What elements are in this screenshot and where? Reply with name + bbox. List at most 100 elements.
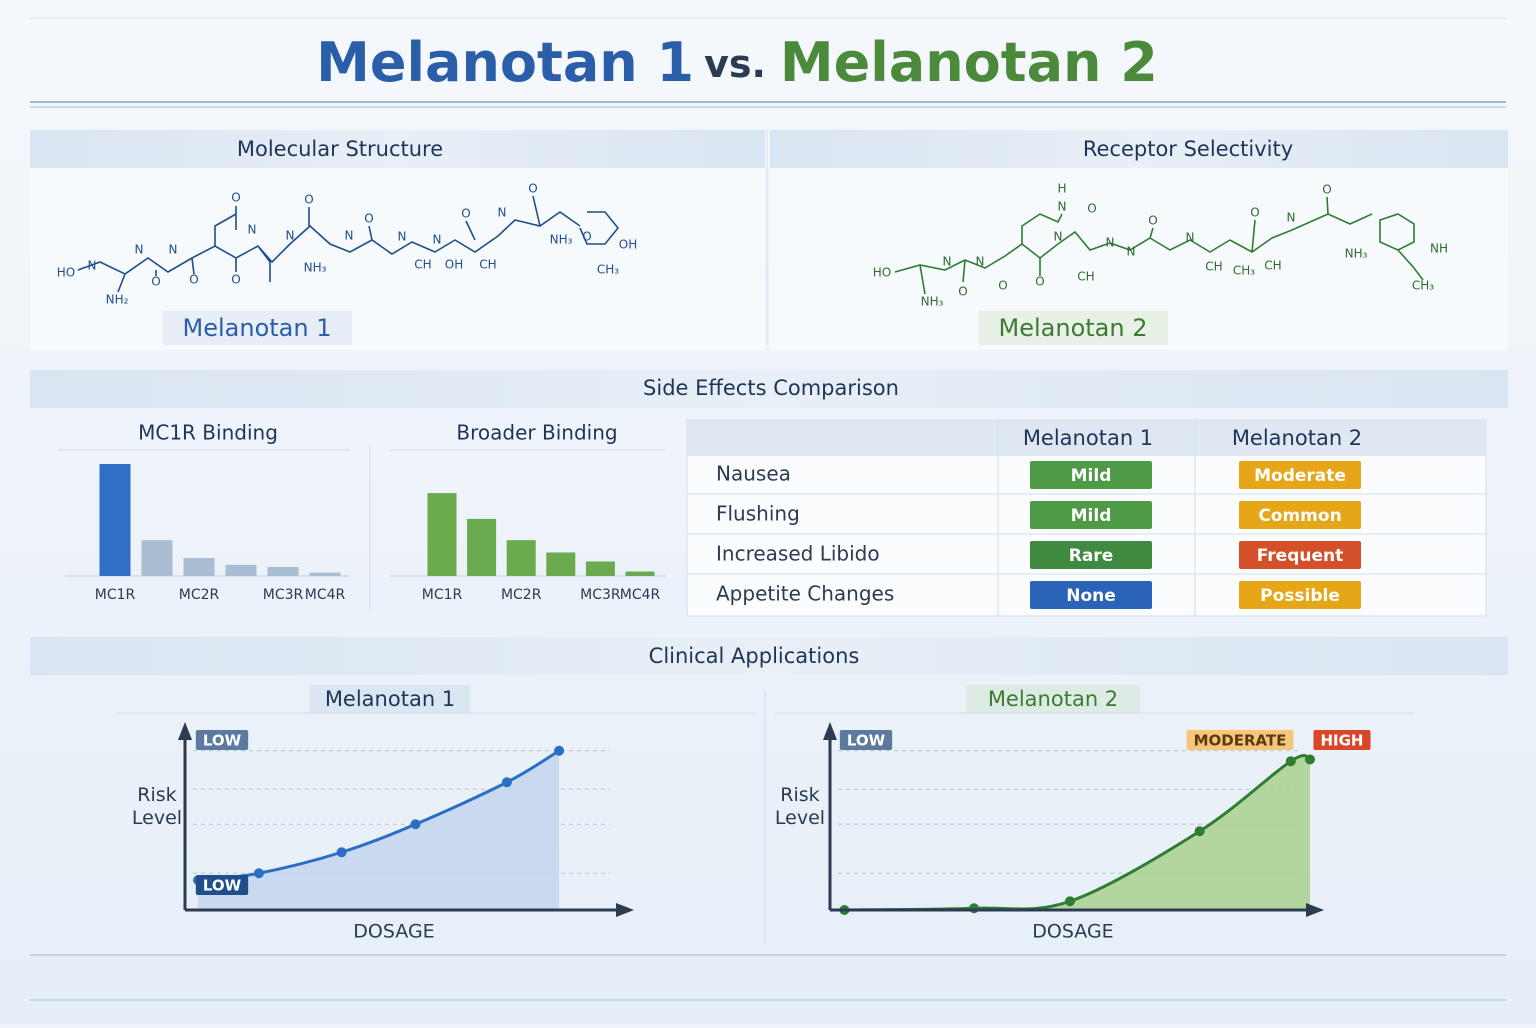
bar — [467, 518, 497, 576]
atom-label: N — [1058, 200, 1067, 214]
bar — [625, 571, 655, 576]
atom-label: NH₃ — [921, 295, 944, 309]
point — [1305, 754, 1315, 765]
panel — [30, 168, 765, 350]
point — [253, 868, 264, 879]
section-header — [30, 130, 765, 168]
chart-title: Broader Binding — [456, 421, 617, 445]
section-header — [30, 370, 1508, 408]
atom-label: O — [1250, 206, 1259, 220]
bar — [427, 493, 457, 576]
atom-label: N — [433, 233, 442, 247]
badge: MODERATE — [1186, 730, 1294, 750]
atom-label: O — [231, 191, 240, 205]
atom-label: N — [135, 243, 144, 257]
molecule-name-background — [978, 311, 1168, 345]
row-label: Appetite Changes — [716, 582, 894, 606]
atom-label: HO — [873, 266, 891, 280]
atom-label: NH — [1430, 242, 1448, 256]
x-tick-label: MC4R — [305, 587, 346, 603]
point — [336, 847, 347, 858]
atom-label: N — [88, 259, 97, 273]
atom-label: O — [582, 230, 591, 244]
badge-label: Mild — [1071, 466, 1112, 486]
x-tick-label: MC4R — [620, 587, 661, 603]
atom-label: O — [304, 193, 313, 207]
atom-label: N — [498, 206, 507, 220]
badge: LOW — [195, 875, 249, 895]
atom-label: O — [231, 273, 240, 287]
badge: Moderate — [1239, 461, 1361, 489]
bar — [225, 564, 257, 576]
molecule-skeleton — [894, 196, 1424, 295]
bar — [506, 540, 536, 576]
bar — [141, 540, 173, 576]
badge-label: Frequent — [1257, 546, 1343, 566]
x-axis-label: DOSAGE — [353, 921, 434, 943]
badge-label: None — [1066, 586, 1116, 606]
badge-background — [839, 730, 893, 750]
molecule-name-background — [162, 311, 352, 345]
x-tick-label: MC2R — [179, 587, 220, 603]
atom-label: N — [1186, 231, 1195, 245]
title-part: Melanotan 2 — [780, 31, 1158, 94]
point — [1194, 826, 1205, 837]
atom-label: CH — [479, 258, 496, 272]
y-axis-arrow — [823, 722, 837, 740]
badge-label: Moderate — [1254, 466, 1346, 486]
atom-label: NH₃ — [1345, 247, 1368, 261]
badge-background — [1030, 501, 1152, 529]
atom-label: N — [1127, 245, 1136, 259]
atom-label: O — [1087, 202, 1096, 216]
atom-label: N — [1287, 211, 1296, 225]
atom-label: CH₃ — [597, 263, 619, 277]
bar — [267, 567, 299, 576]
badge: LOW — [839, 730, 893, 750]
badge-label: MODERATE — [1194, 732, 1287, 750]
atom-label: O — [958, 285, 967, 299]
atom-label: NH₂ — [106, 293, 129, 307]
badge-label: LOW — [203, 732, 242, 750]
badge-background — [195, 730, 249, 750]
x-axis-label: DOSAGE — [1032, 921, 1113, 943]
atom-label: N — [1054, 230, 1063, 244]
badge: Common — [1239, 501, 1361, 529]
section-header — [30, 637, 1508, 675]
point — [969, 903, 979, 914]
section-title: Side Effects Comparison — [643, 376, 899, 400]
title-part: Melanotan 1 — [316, 31, 694, 94]
point — [1065, 896, 1075, 907]
badge-label: Mild — [1071, 506, 1112, 526]
title-part: vs. — [704, 42, 766, 86]
row-label: Increased Libido — [716, 542, 880, 566]
page-title: Melanotan 1 vs. Melanotan 2 — [316, 31, 1158, 94]
y-axis-label: Risk Level — [131, 784, 183, 829]
badge: Frequent — [1239, 541, 1361, 569]
x-tick-label: MC3R — [263, 587, 304, 603]
atom-label: CH₃ — [1233, 264, 1255, 278]
point — [554, 745, 565, 756]
badge-label: LOW — [203, 877, 242, 895]
atom-label: OH — [619, 238, 637, 252]
badge-label: LOW — [847, 732, 886, 750]
section-title: Receptor Selectivity — [1083, 137, 1293, 161]
x-tick-label: MC1R — [95, 587, 136, 603]
area — [198, 750, 560, 910]
atom-label: O — [151, 275, 160, 289]
molecule-name: Melanotan 2 — [999, 314, 1148, 342]
bar — [585, 561, 615, 576]
badge-background — [1239, 581, 1361, 609]
badge-label: HIGH — [1320, 732, 1363, 750]
badge-label: Rare — [1069, 546, 1113, 566]
molecule-skeleton — [77, 195, 620, 293]
atom-label: CH — [1205, 260, 1222, 274]
badge-background — [1239, 461, 1361, 489]
x-tick-label: MC2R — [501, 587, 542, 603]
atom-label: N — [345, 229, 354, 243]
chart-title: Melanotan 1 — [325, 687, 455, 711]
atom-label: O — [528, 182, 537, 196]
badge-background — [195, 875, 249, 895]
chart-title-background — [310, 685, 470, 713]
